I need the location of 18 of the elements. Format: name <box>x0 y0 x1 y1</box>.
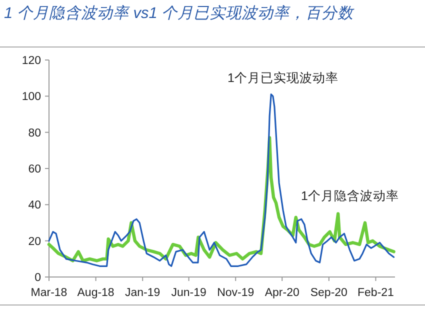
x-tick-label: Mar-18 <box>30 287 68 299</box>
x-tick-label: Nov-19 <box>217 287 254 299</box>
y-tick-label: 60 <box>28 164 41 176</box>
x-tick-label: Jun-19 <box>171 287 206 299</box>
series-label: 1个月隐含波动率 <box>301 188 399 203</box>
y-tick-label: 100 <box>22 91 41 104</box>
series-label: 1个月已实现波动率 <box>228 70 338 85</box>
y-tick-label: 120 <box>22 55 41 67</box>
y-tick-label: 40 <box>28 200 41 212</box>
chart-title: 1 个月隐含波动率 vs1 个月已实现波动率，百分数 <box>4 4 355 22</box>
x-tick-label: Feb-21 <box>358 287 394 299</box>
x-tick-label: Aug-18 <box>77 287 114 299</box>
x-tick-label: Sep-20 <box>310 287 348 299</box>
x-tick-label: Jan-19 <box>125 287 160 299</box>
y-tick-label: 20 <box>28 236 41 248</box>
y-tick-label: 0 <box>34 272 41 284</box>
x-tick-label: Apr-20 <box>264 287 300 299</box>
y-tick-label: 80 <box>28 127 41 140</box>
